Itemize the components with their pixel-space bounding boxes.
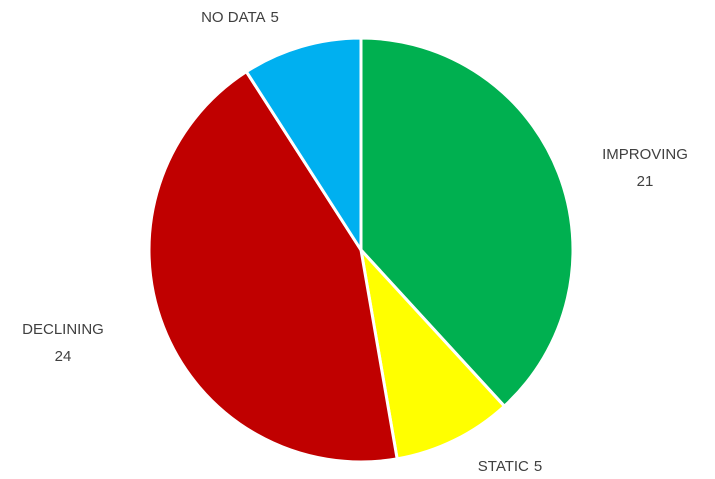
value-label: 21 bbox=[637, 173, 654, 190]
value-label: 24 bbox=[55, 348, 72, 365]
slice-label: NO DATA 5 bbox=[201, 9, 279, 26]
pie-slice bbox=[358, 245, 507, 461]
value-label: 5 bbox=[534, 458, 542, 475]
category-label: NO DATA bbox=[201, 9, 265, 26]
slice-label: IMPROVING 21 bbox=[602, 146, 688, 190]
slice-label: DECLINING 24 bbox=[22, 321, 104, 365]
pie-slice bbox=[147, 69, 399, 464]
pie-slice bbox=[244, 36, 363, 256]
slice-label: STATIC 5 bbox=[478, 458, 542, 475]
category-label: DECLINING bbox=[22, 321, 104, 338]
value-label: 5 bbox=[271, 9, 279, 26]
pie-slice bbox=[359, 36, 575, 409]
category-label: STATIC bbox=[478, 458, 529, 475]
category-label: IMPROVING bbox=[602, 146, 688, 163]
